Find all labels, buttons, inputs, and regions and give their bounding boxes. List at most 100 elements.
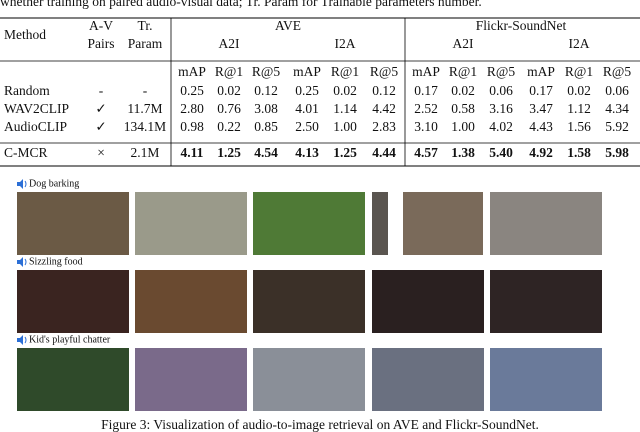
cell: 4.02 [489, 119, 513, 134]
cell: 5.92 [605, 119, 629, 134]
image [372, 192, 388, 255]
header-param: Param [128, 36, 163, 51]
row-param: 11.7M [127, 101, 162, 116]
row-label: Kid's playful chatter [29, 334, 111, 345]
speaker-icon [17, 257, 23, 267]
image [490, 192, 602, 255]
cell: 0.17 [529, 83, 553, 98]
cell: 0.02 [217, 83, 241, 98]
sub-header: I2A [569, 36, 590, 51]
cell: 0.58 [451, 101, 475, 116]
metric-header: R@5 [370, 64, 398, 79]
cell: 4.44 [372, 145, 396, 160]
cell: 0.76 [217, 101, 241, 116]
row-av: ✓ [95, 101, 106, 116]
header-method: Method [4, 27, 46, 42]
cell: 3.16 [489, 101, 513, 116]
metric-header: R@1 [331, 64, 359, 79]
cell: 0.85 [254, 119, 278, 134]
cell: 4.92 [529, 145, 553, 160]
cell: 1.25 [217, 145, 241, 160]
image [135, 192, 247, 255]
cell: 4.01 [295, 101, 319, 116]
cell: 1.56 [567, 119, 591, 134]
header-av: A-V [89, 18, 113, 33]
cell: 1.00 [451, 119, 475, 134]
image [253, 348, 365, 411]
metric-header: mAP [527, 64, 555, 79]
cell: 0.02 [451, 83, 475, 98]
cell: 0.25 [180, 83, 204, 98]
image [135, 348, 247, 411]
image [135, 270, 247, 333]
cell: 4.54 [254, 145, 278, 160]
metric-header: R@1 [215, 64, 243, 79]
row-label: Dog barking [29, 178, 79, 189]
metric-header: mAP [412, 64, 440, 79]
row-method: AudioCLIP [4, 119, 67, 134]
header-av: Pairs [88, 36, 115, 51]
cell: 1.12 [567, 101, 591, 116]
image [403, 192, 483, 255]
row-label: Sizzling food [29, 256, 83, 267]
speaker-wave [24, 258, 27, 266]
caption-bottom: Figure 3: Visualization of audio-to-imag… [101, 417, 539, 432]
row-method: C-MCR [4, 145, 48, 160]
caption-top: whether training on paired audio-visual … [0, 0, 482, 9]
cell: 4.57 [414, 145, 438, 160]
speaker-icon [17, 179, 23, 189]
metric-header: R@5 [603, 64, 631, 79]
row-method: Random [4, 83, 50, 98]
image [490, 270, 602, 333]
sub-header: A2I [219, 36, 240, 51]
cell: 0.22 [217, 119, 241, 134]
cell: 4.13 [295, 145, 319, 160]
speaker-wave [24, 180, 27, 188]
cell: 3.10 [414, 119, 438, 134]
image [253, 192, 365, 255]
cell: 1.58 [567, 145, 591, 160]
cell: 1.25 [333, 145, 357, 160]
image [253, 270, 365, 333]
cell: 2.83 [372, 119, 396, 134]
cell: 0.06 [489, 83, 513, 98]
speaker-wave [24, 336, 27, 344]
cell: 0.25 [295, 83, 319, 98]
cell: 0.98 [180, 119, 204, 134]
cell: 0.12 [372, 83, 396, 98]
cell: 0.17 [414, 83, 438, 98]
cell: 3.08 [254, 101, 278, 116]
cell: 3.47 [529, 101, 553, 116]
image [372, 348, 484, 411]
row-param: 134.1M [124, 119, 166, 134]
group-header: AVE [275, 18, 301, 33]
cell: 0.06 [605, 83, 629, 98]
cell: 4.11 [181, 145, 204, 160]
group-header: Flickr-SoundNet [476, 18, 567, 33]
speaker-icon [17, 335, 23, 345]
cell: 0.12 [254, 83, 278, 98]
cell: 1.00 [333, 119, 357, 134]
row-param: - [143, 83, 148, 98]
image [490, 348, 602, 411]
cell: 1.38 [451, 145, 475, 160]
cell: 2.52 [414, 101, 438, 116]
header-param: Tr. [138, 18, 153, 33]
image [372, 270, 484, 333]
row-av: ✓ [95, 119, 106, 134]
metric-header: mAP [293, 64, 321, 79]
image [17, 270, 129, 333]
row-av: × [97, 145, 105, 160]
sub-header: A2I [453, 36, 474, 51]
cell: 5.40 [489, 145, 513, 160]
cell: 2.50 [295, 119, 319, 134]
cell: 1.14 [333, 101, 357, 116]
metric-header: R@5 [487, 64, 515, 79]
cell: 4.43 [529, 119, 553, 134]
cell: 0.02 [567, 83, 591, 98]
image [17, 348, 129, 411]
row-param: 2.1M [131, 145, 160, 160]
metric-header: R@1 [449, 64, 477, 79]
image [17, 192, 129, 255]
